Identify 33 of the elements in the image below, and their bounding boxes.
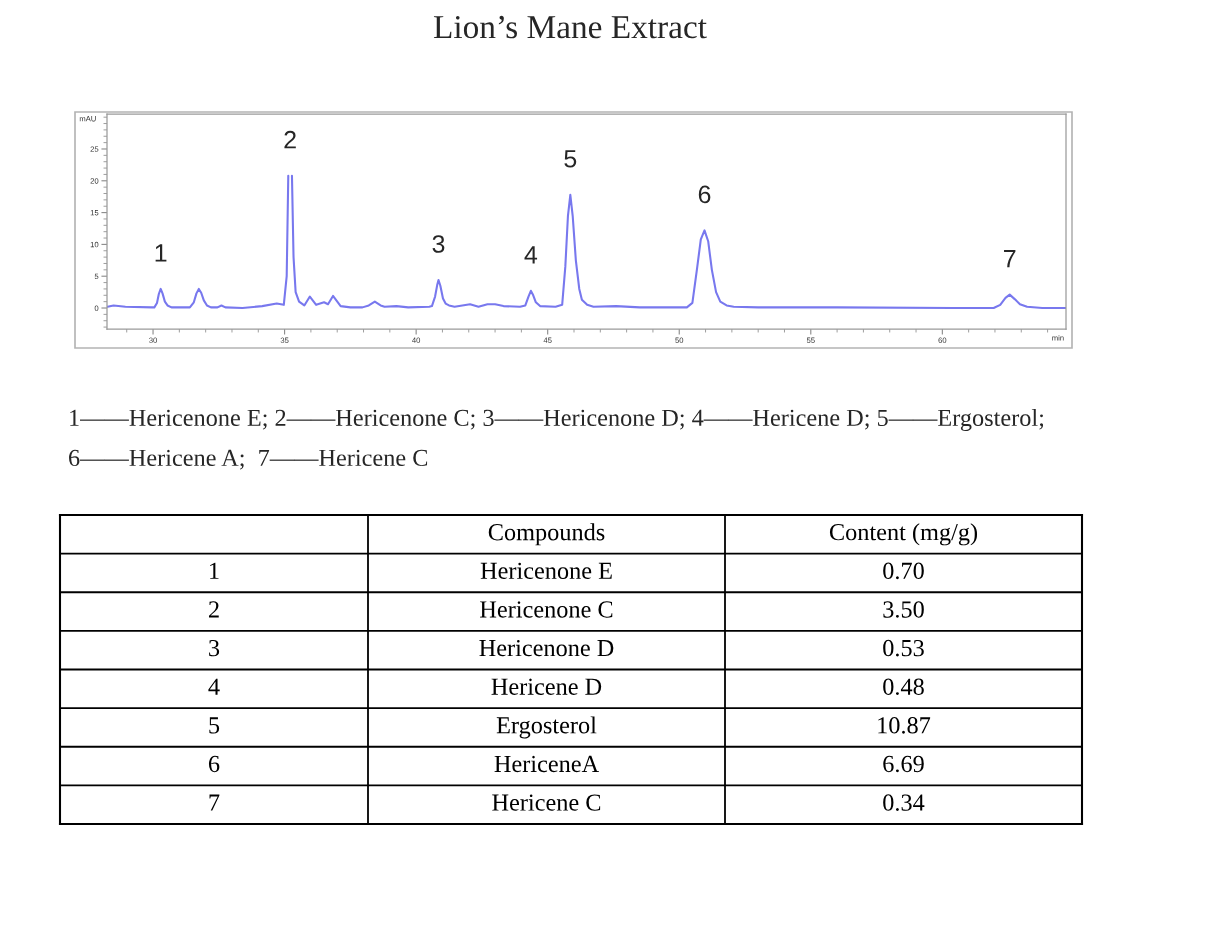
annotation: 6	[698, 185, 711, 204]
data-label: 0.70	[883, 562, 924, 580]
data-label: 0.48	[883, 678, 924, 695]
annotation: 2	[284, 130, 296, 149]
text: Hericene C	[492, 794, 601, 811]
y-tick-label: 3	[209, 639, 220, 657]
chart-title: Lion’s Mane Extract	[433, 15, 707, 39]
data-label: 0.53	[883, 639, 924, 657]
y-tick-label: 1	[210, 562, 219, 579]
data-label: 6.69	[883, 755, 924, 773]
text: 1——Hericenone E; 2——Hericenone C; 3——Hericenone D; 4——Hericene D; 5——Ergosterol;	[70, 408, 1044, 432]
y-tick-label: 5	[209, 717, 220, 734]
text: Ergosterol	[496, 716, 597, 739]
text: Hericenone C	[480, 601, 613, 618]
text: Hericenone E	[480, 562, 612, 580]
text: HericeneA	[494, 755, 599, 773]
data-label: 0.34	[883, 794, 925, 811]
annotation: 1	[155, 244, 167, 262]
text: Hericenone D	[479, 639, 614, 657]
annotation: 5	[564, 150, 577, 168]
y-tick-label: 2	[208, 601, 219, 618]
x-tick-label: Content (mg/g)	[829, 523, 978, 546]
annotation: 4	[524, 246, 538, 264]
y-tick-label: 6	[208, 755, 220, 773]
data-label: 3.50	[883, 601, 924, 618]
y-tick-label: 7	[209, 794, 220, 811]
text: 6——Hericene A; 7——Hericene C	[69, 449, 428, 470]
annotation: 3	[432, 235, 445, 253]
annotation: 7	[1004, 250, 1016, 268]
y-tick-label: 4	[208, 678, 220, 695]
text: Hericene D	[491, 678, 602, 695]
x-tick-label: Compounds	[488, 523, 605, 546]
data-label: 10.87	[878, 717, 931, 734]
